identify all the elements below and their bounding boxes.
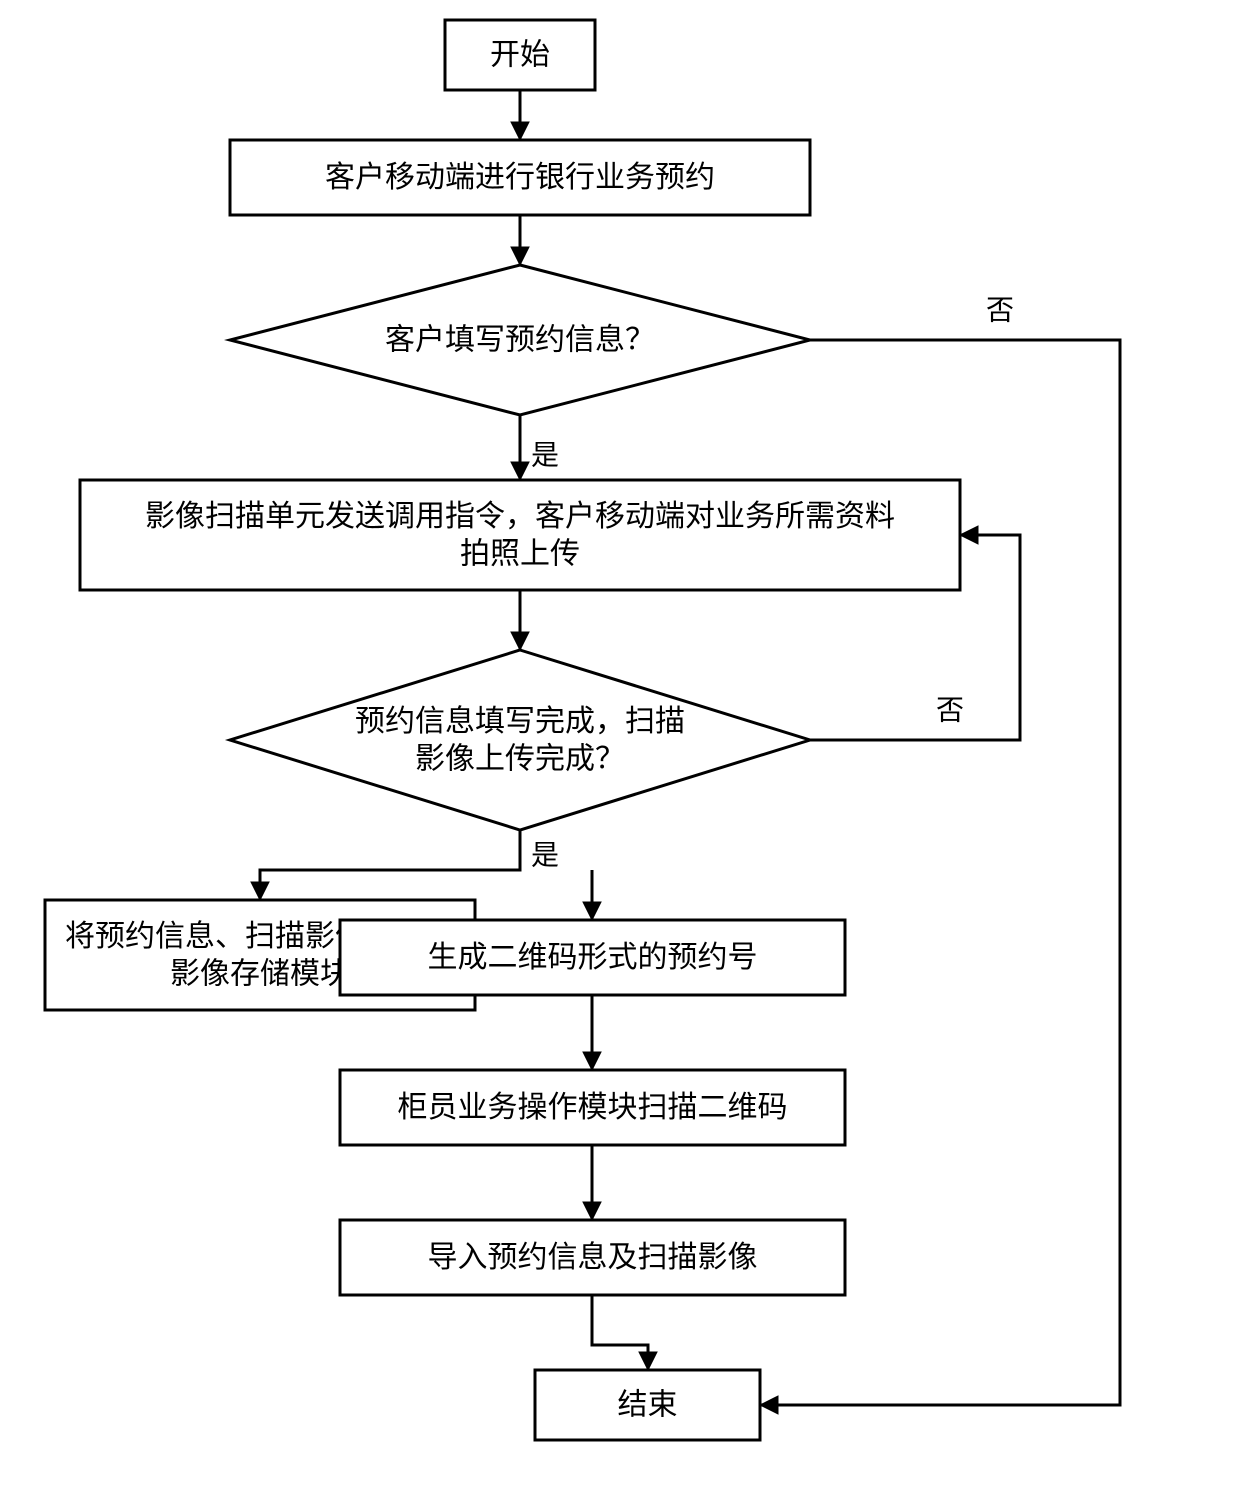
node-qr-label: 生成二维码形式的预约号 [428,941,758,974]
node-d2-label: 预约信息填写完成，扫描 [355,705,685,738]
arrowhead-icon [960,526,978,544]
arrowhead-icon [583,1052,601,1070]
node-start-label: 开始 [490,39,550,72]
flow-edge [260,830,520,900]
arrowhead-icon [251,882,269,900]
arrowhead-icon [583,1202,601,1220]
node-d2-label: 影像上传完成？ [415,742,625,775]
arrowhead-icon [639,1352,657,1370]
arrowhead-icon [760,1396,778,1414]
node-d2 [230,650,810,830]
node-scan-label: 拍照上传 [460,537,580,570]
arrowhead-icon [511,247,529,265]
arrowhead-icon [511,632,529,650]
arrowhead-icon [511,462,529,480]
node-teller-label: 柜员业务操作模块扫描二维码 [398,1091,788,1124]
edge-label: 否 [986,295,1014,326]
edge-label: 是 [531,840,559,871]
node-scan-label: 影像扫描单元发送调用指令，客户移动端对业务所需资料 [145,500,895,533]
edge-label: 否 [936,695,964,726]
node-import-label: 导入预约信息及扫描影像 [428,1241,758,1274]
node-store-label: 影像存储模块 [170,957,350,990]
node-appoint-label: 客户移动端进行银行业务预约 [325,161,715,194]
node-d1-label: 客户填写预约信息？ [385,324,655,357]
node-scan [80,480,960,590]
flow-edge [592,1295,648,1370]
arrowhead-icon [583,902,601,920]
node-end-label: 结束 [618,1389,678,1422]
arrowhead-icon [511,122,529,140]
edge-label: 是 [531,440,559,471]
